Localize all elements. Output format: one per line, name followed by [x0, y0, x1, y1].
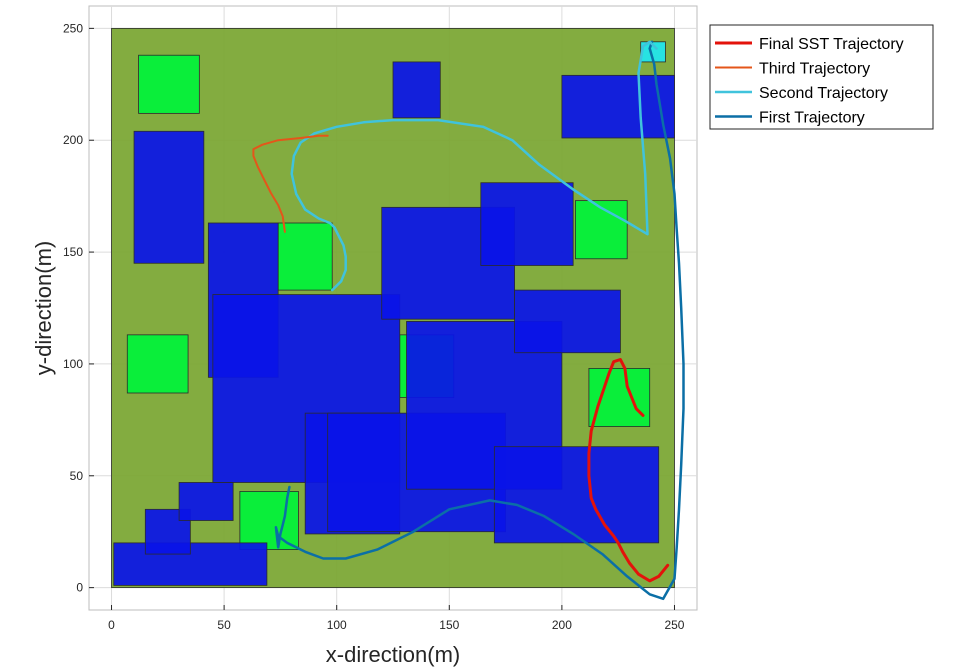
- y-tick-label: 50: [70, 469, 84, 483]
- obstacle: [178, 482, 234, 521]
- legend-entry: Final SST Trajectory: [759, 36, 904, 53]
- obstacle: [493, 446, 660, 544]
- goal-region: [277, 222, 333, 291]
- goal-region: [126, 334, 189, 394]
- x-tick-label: 100: [327, 618, 347, 632]
- x-tick-label: 0: [108, 618, 115, 632]
- x-axis-label: x-direction(m): [326, 642, 460, 667]
- axis-ticks: 0 50 100 150 200 250 0 50 100 150 200 250: [63, 21, 685, 632]
- legend-entry: Third Trajectory: [759, 61, 870, 78]
- series-line-second-trajectory: [290, 40, 658, 292]
- environment-map: [111, 27, 675, 589]
- legend-entry: Second Trajectory: [759, 85, 888, 102]
- obstacle: [480, 182, 574, 266]
- y-tick-label: 100: [63, 357, 83, 371]
- goal-region: [575, 200, 628, 260]
- trajectories: [252, 40, 685, 601]
- x-tick-label: 250: [664, 618, 684, 632]
- goal-region: [239, 491, 299, 551]
- series-line-first-trajectory: [274, 40, 685, 601]
- y-axis-label: y-direction(m): [31, 241, 56, 375]
- x-tick-label: 50: [217, 618, 231, 632]
- series-line-third-trajectory: [252, 134, 329, 233]
- goal-region: [588, 367, 651, 427]
- series-line-final-sst-trajectory: [587, 358, 670, 583]
- y-tick-label: 0: [76, 581, 83, 595]
- y-tick-label: 200: [63, 133, 83, 147]
- legend-entry: First Trajectory: [759, 110, 865, 127]
- y-tick-label: 150: [63, 245, 83, 259]
- goal-region: [138, 54, 200, 114]
- legend: Final SST Trajectory Third Trajectory Seco…: [709, 24, 934, 130]
- x-tick-label: 150: [439, 618, 459, 632]
- obstacle: [133, 130, 205, 264]
- x-tick-label: 200: [552, 618, 572, 632]
- obstacle: [392, 61, 441, 119]
- obstacle: [514, 289, 621, 354]
- y-tick-label: 250: [63, 21, 83, 35]
